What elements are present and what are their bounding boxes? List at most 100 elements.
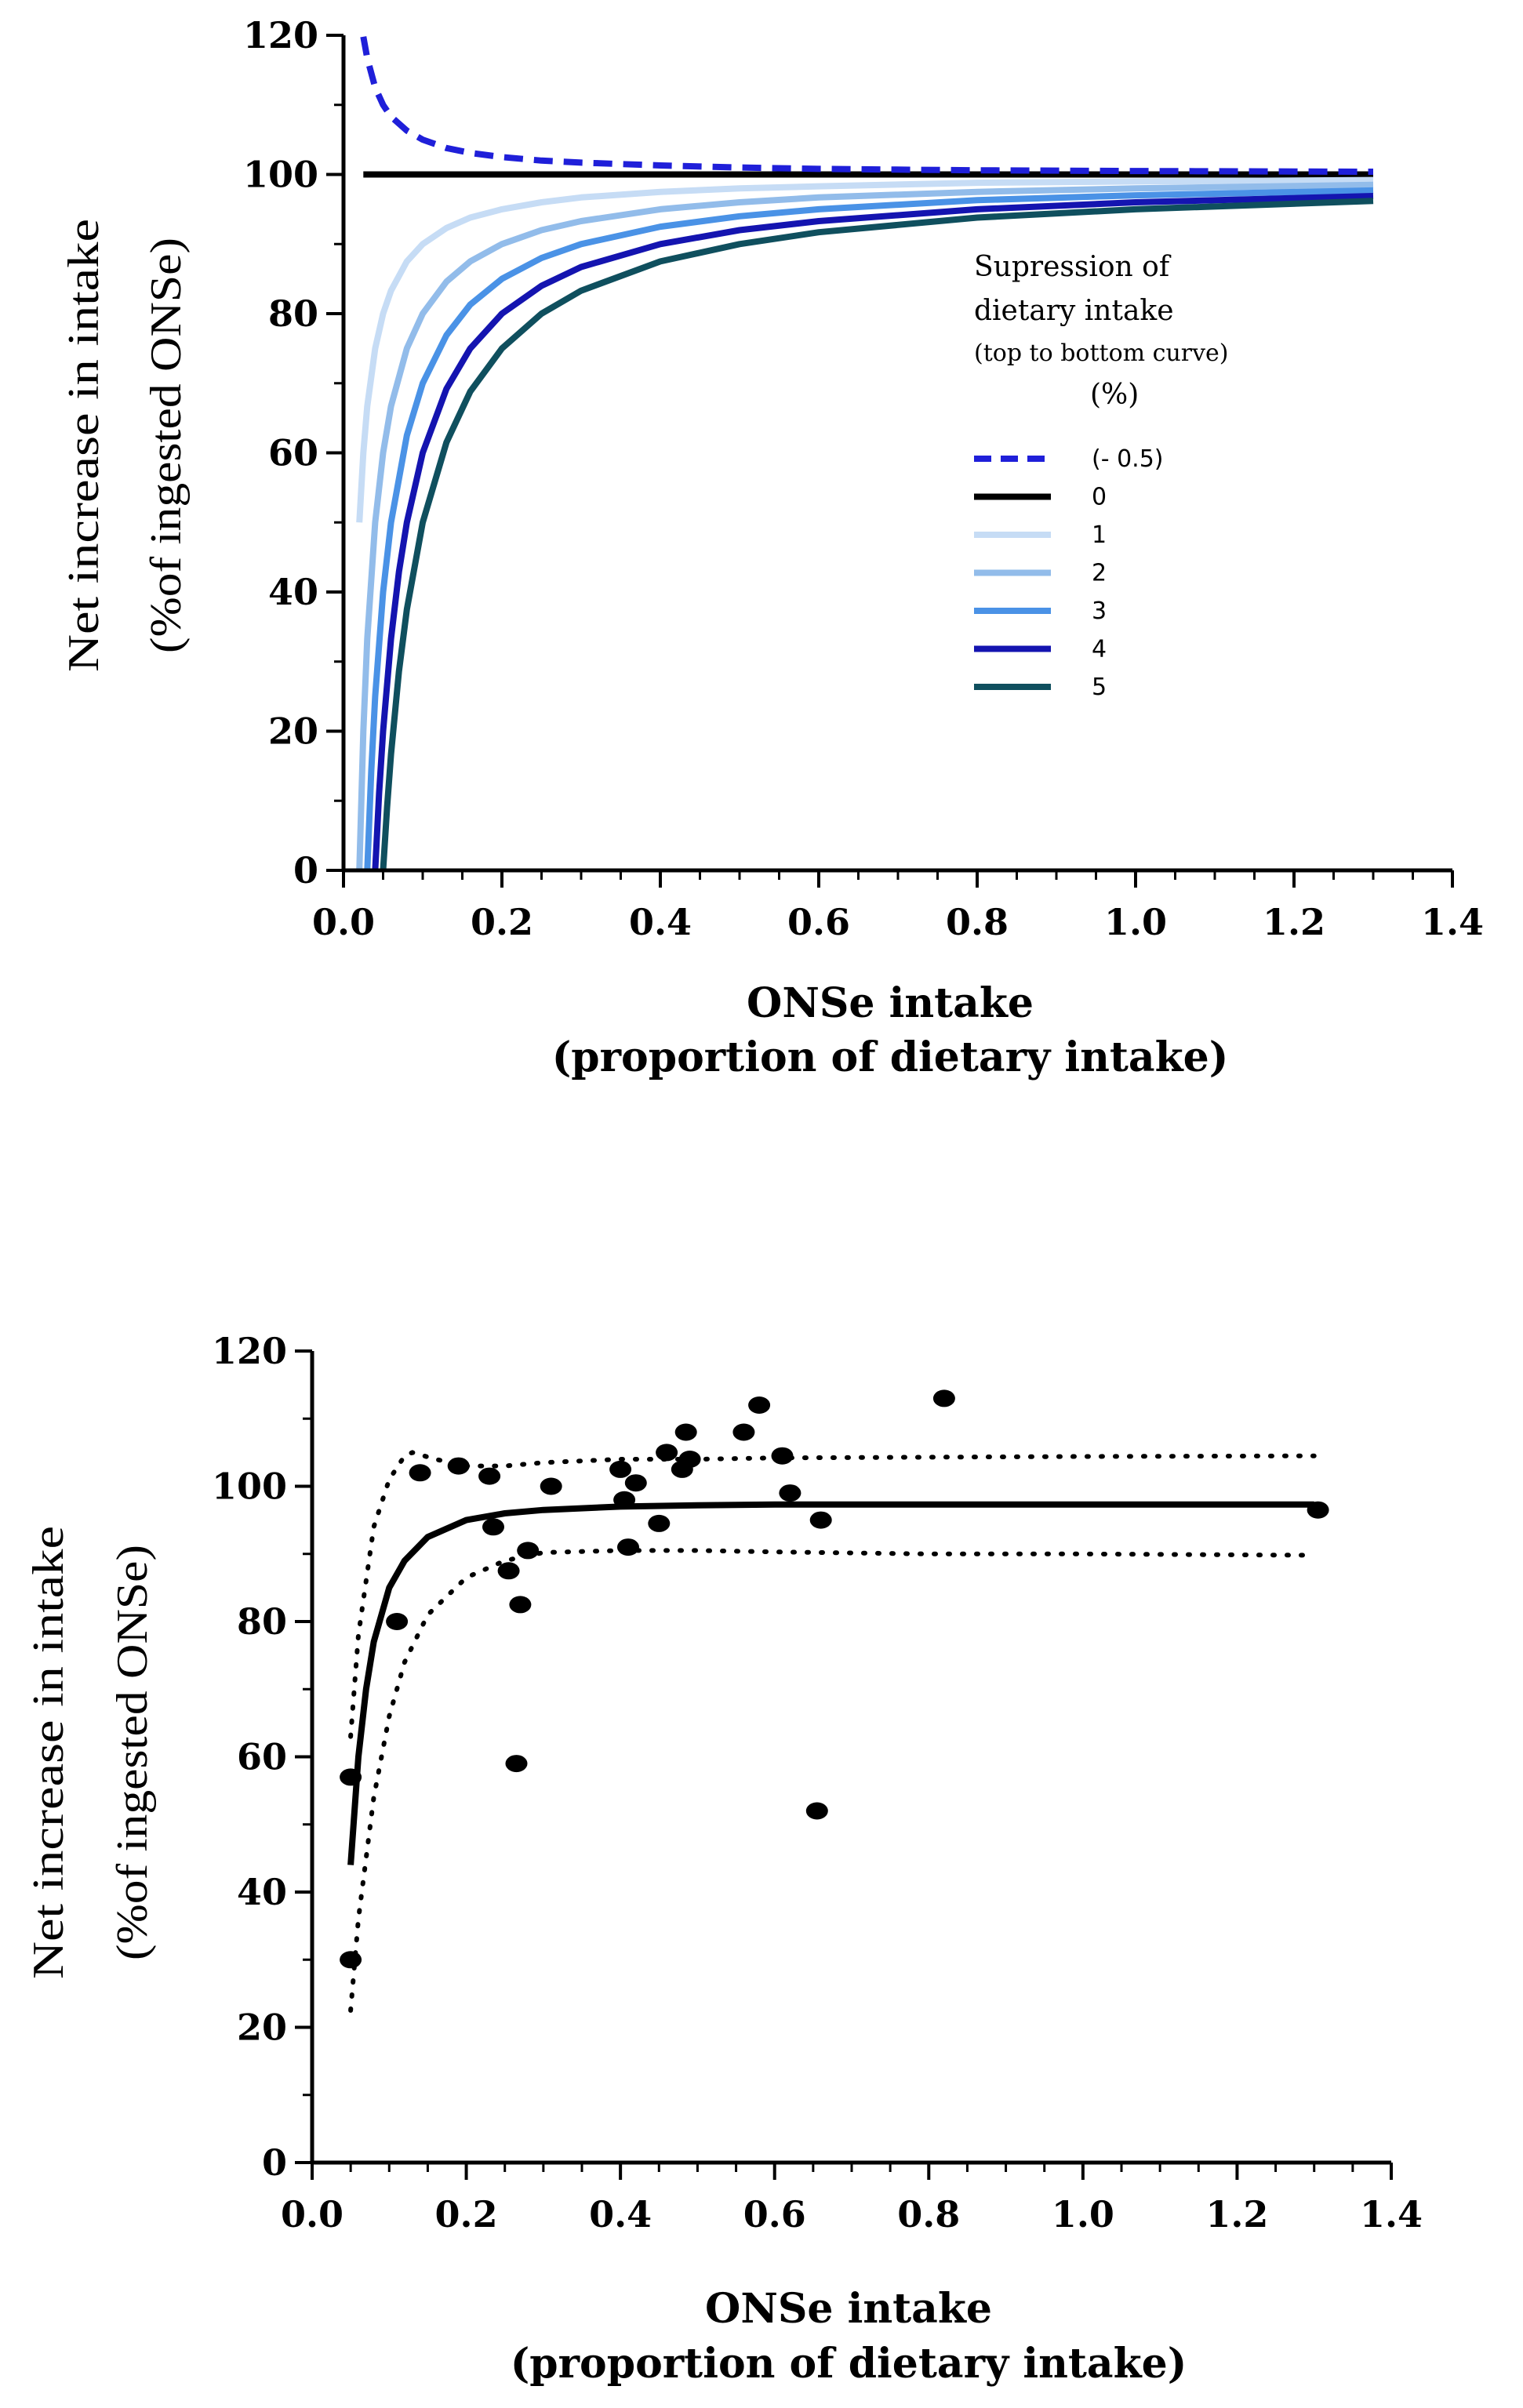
legend-items: (- 0.5) 0 1 2 3 4 5 (974, 445, 1163, 701)
data-point (447, 1457, 470, 1475)
series-line-4 (364, 187, 1374, 871)
data-point (656, 1444, 678, 1462)
legend-label-5: 4 (1092, 636, 1107, 663)
chart-2-x-axis-title-line2: (proportion of dietary intake) (511, 2340, 1187, 2388)
chart-2-y-axis-title-line2: (%of ingested ONSe) (108, 1545, 157, 1960)
legend-label-4: 3 (1092, 597, 1107, 625)
x-tick-label: 0.8 (897, 2193, 960, 2235)
data-point (678, 1451, 701, 1468)
data-point (932, 1389, 955, 1407)
x-tick-label: 0.2 (471, 901, 533, 943)
data-point (482, 1518, 504, 1536)
data-point (648, 1514, 671, 1532)
chart-2-data-points (340, 1389, 1329, 1969)
y-tick-label: 120 (212, 1330, 287, 1372)
chart-2-x-tick-labels: 0.0 0.2 0.4 0.6 0.8 1.0 1.2 1.4 (281, 2163, 1423, 2235)
chart-1-suppression-curves: 0.0 0.2 0.4 0.6 0.8 1.0 1.2 1.4 020406080100120… (60, 14, 1484, 1081)
data-point (540, 1477, 562, 1495)
y-tick-label: 20 (237, 2007, 287, 2049)
legend-label-1: 0 (1092, 484, 1107, 511)
series-line-0 (360, 36, 1374, 175)
data-point (805, 1802, 828, 1820)
legend-title-line2: dietary intake (974, 295, 1174, 327)
data-point (509, 1596, 532, 1614)
chart-2-confidence-bands (348, 1450, 1317, 2013)
data-point (748, 1396, 771, 1414)
series-line-5 (372, 193, 1374, 871)
y-tick-label: 60 (237, 1736, 287, 1778)
legend-title-line3: (top to bottom curve) (974, 340, 1229, 367)
data-point (732, 1423, 755, 1441)
data-point (779, 1484, 801, 1502)
x-tick-label: 1.4 (1421, 901, 1484, 943)
chart-1-y-axis-title-line2: (%of ingested ONSe) (142, 238, 191, 653)
x-tick-label: 0.4 (629, 901, 692, 943)
upper-confidence-band (348, 1450, 1317, 1739)
x-tick-label: 0.6 (743, 2193, 806, 2235)
data-point (624, 1474, 647, 1492)
y-tick-label: 100 (212, 1466, 287, 1508)
y-tick-label: 40 (268, 571, 318, 613)
x-tick-label: 0.6 (787, 901, 850, 943)
data-point (340, 1768, 362, 1786)
data-point (771, 1447, 794, 1465)
data-point (478, 1467, 501, 1485)
y-tick-label: 40 (237, 1871, 287, 1913)
data-point (617, 1538, 639, 1556)
y-tick-label: 0 (262, 2141, 287, 2184)
chart-2-y-tick-labels: 0 20 40 60 80 100 120 (212, 1330, 312, 2184)
legend-label-0: (- 0.5) (1092, 445, 1163, 473)
chart-1-x-axis-title-line1: ONSe intake (747, 979, 1034, 1027)
y-tick-label: 80 (268, 292, 318, 335)
x-tick-label: 1.4 (1360, 2193, 1423, 2235)
data-point (609, 1460, 632, 1478)
legend-title-line1: Supression of (974, 251, 1172, 283)
x-tick-label: 0.8 (946, 901, 1009, 943)
y-tick-label: 100 (243, 154, 318, 196)
data-point (505, 1755, 528, 1773)
chart-1-y-axis-title-line1: Net increase in intake (60, 219, 108, 672)
x-tick-label: 1.0 (1104, 901, 1167, 943)
chart-2-observed-data: 0.0 0.2 0.4 0.6 0.8 1.0 1.2 1.4 0 20 40 60 80 100 120… (24, 1330, 1423, 2388)
chart-2-x-axis-title-line1: ONSe intake (705, 2285, 992, 2333)
data-point (809, 1511, 832, 1529)
lower-confidence-band (348, 1548, 1317, 2013)
y-tick-label: 120 (243, 14, 318, 56)
data-point (613, 1491, 636, 1509)
x-tick-label: 0.0 (281, 2193, 343, 2235)
x-tick-label: 0.0 (312, 901, 375, 943)
fit-curve (347, 1501, 1314, 1865)
legend-label-3: 2 (1092, 560, 1107, 587)
chart-2-axes (310, 1351, 1391, 2165)
series-line-3 (356, 181, 1374, 871)
data-point (1307, 1501, 1329, 1519)
chart-1-legend: Supression of dietary intake (top to bot… (974, 251, 1229, 701)
data-point (517, 1542, 540, 1560)
chart-2-fit-group (347, 1501, 1314, 1865)
chart-1-x-axis-title-line2: (proportion of dietary intake) (552, 1033, 1229, 1081)
data-point (497, 1562, 520, 1580)
series-line-2 (356, 176, 1374, 523)
data-point (340, 1951, 362, 1969)
x-tick-label: 1.0 (1052, 2193, 1114, 2235)
data-point (386, 1613, 409, 1630)
data-point (674, 1423, 697, 1441)
x-tick-label: 1.2 (1205, 2193, 1268, 2235)
legend-label-2: 1 (1092, 521, 1107, 549)
y-tick-label: 80 (237, 1600, 287, 1643)
legend-title-line4: (%) (1090, 379, 1139, 411)
x-tick-label: 0.2 (435, 2193, 498, 2235)
data-point (409, 1464, 431, 1482)
series-line-6 (380, 198, 1374, 871)
chart-2-y-axis-title-line1: Net increase in intake (24, 1526, 73, 1979)
chart-1-series-group (356, 36, 1374, 871)
chart-1-x-tick-labels: 0.0 0.2 0.4 0.6 0.8 1.0 1.2 1.4 (312, 870, 1484, 943)
y-tick-label: 60 (268, 432, 318, 474)
y-tick-label: 0 (293, 849, 318, 892)
chart-1-y-tick-labels: 0 20 40 60 80 100 120 (243, 14, 343, 892)
legend-label-6: 5 (1092, 674, 1107, 701)
y-tick-label: 20 (268, 710, 318, 753)
x-tick-label: 0.4 (589, 2193, 652, 2235)
x-tick-label: 1.2 (1263, 901, 1325, 943)
